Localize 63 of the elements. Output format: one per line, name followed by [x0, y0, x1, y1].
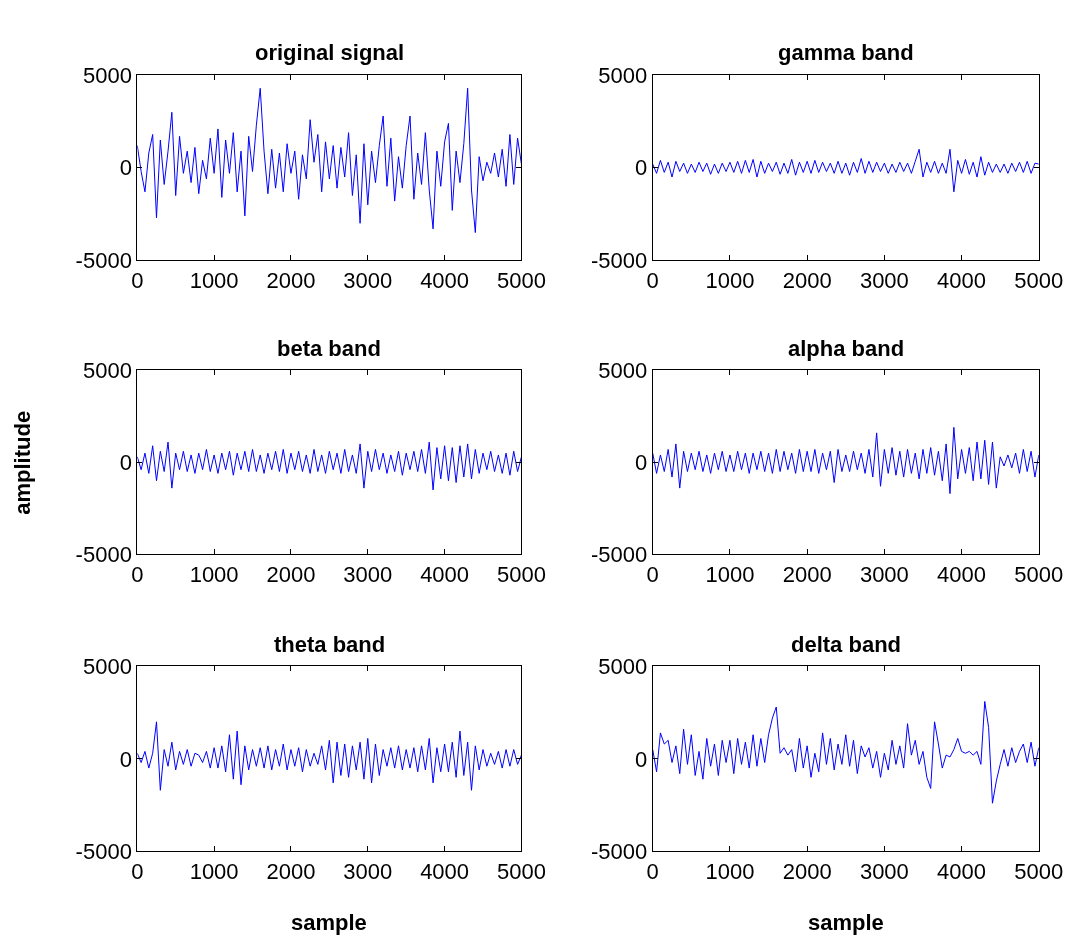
x-tick-label: 4000 [937, 267, 987, 293]
y-tick-label: -5000 [591, 839, 648, 865]
y-tick-label: -5000 [75, 247, 132, 273]
y-tick-label: 0 [635, 746, 648, 772]
y-tick-label: -5000 [75, 542, 132, 568]
x-tick-label: 1000 [705, 561, 755, 587]
x-tick-label: 5000 [496, 858, 546, 884]
chart-title: delta band [791, 632, 902, 657]
y-tick-label: 5000 [598, 62, 648, 88]
line-series [652, 148, 1039, 193]
y-tick-label: 0 [119, 746, 132, 772]
x-tick-label: 2000 [266, 858, 316, 884]
chart-title: gamma band [778, 40, 914, 65]
line-series [137, 721, 522, 791]
x-tick-label: 5000 [1014, 858, 1064, 884]
x-tick-label: 4000 [420, 858, 470, 884]
x-tick-label: 2000 [266, 561, 316, 587]
x-tick-label: 3000 [859, 858, 909, 884]
chart-title: original signal [255, 40, 405, 65]
y-tick-label: -5000 [591, 247, 648, 273]
x-axis-title: sample [291, 910, 367, 935]
x-tick-label: 2000 [782, 858, 832, 884]
line-series [137, 87, 522, 234]
x-axis-title: sample [808, 910, 884, 935]
y-tick-label: 5000 [82, 654, 132, 680]
x-tick-label: 5000 [1014, 561, 1064, 587]
x-tick-label: 1000 [189, 561, 239, 587]
x-tick-label: 2000 [782, 267, 832, 293]
line-series [652, 700, 1039, 804]
x-tick-label: 1000 [705, 267, 755, 293]
x-tick-label: 5000 [496, 561, 546, 587]
x-tick-label: 5000 [496, 267, 546, 293]
chart-title: beta band [277, 336, 381, 361]
x-tick-label: 3000 [859, 561, 909, 587]
x-tick-label: 1000 [705, 858, 755, 884]
y-tick-label: 0 [635, 155, 648, 181]
y-tick-label: 0 [119, 155, 132, 181]
y-tick-label: 0 [119, 450, 132, 476]
y-tick-label: 5000 [598, 358, 648, 384]
x-tick-label: 4000 [420, 561, 470, 587]
y-tick-label: -5000 [75, 839, 132, 865]
y-axis-title: amplitude [10, 410, 36, 515]
x-tick-label: 4000 [937, 561, 987, 587]
line-series [137, 441, 522, 491]
chart-title: theta band [274, 632, 386, 657]
x-tick-label: 3000 [859, 267, 909, 293]
x-tick-label: 4000 [420, 267, 470, 293]
x-tick-label: 5000 [1014, 267, 1064, 293]
chart-title: alpha band [788, 336, 905, 361]
y-tick-label: 5000 [82, 62, 132, 88]
y-tick-label: 0 [635, 450, 648, 476]
line-series [652, 426, 1039, 495]
x-tick-label: 2000 [266, 267, 316, 293]
x-tick-label: 3000 [343, 267, 393, 293]
y-tick-label: 5000 [82, 358, 132, 384]
x-tick-label: 1000 [189, 858, 239, 884]
x-tick-label: 2000 [782, 561, 832, 587]
x-tick-label: 3000 [343, 858, 393, 884]
y-tick-label: -5000 [591, 542, 648, 568]
x-tick-label: 1000 [189, 267, 239, 293]
x-tick-label: 4000 [937, 858, 987, 884]
y-tick-label: 5000 [598, 654, 648, 680]
x-tick-label: 3000 [343, 561, 393, 587]
